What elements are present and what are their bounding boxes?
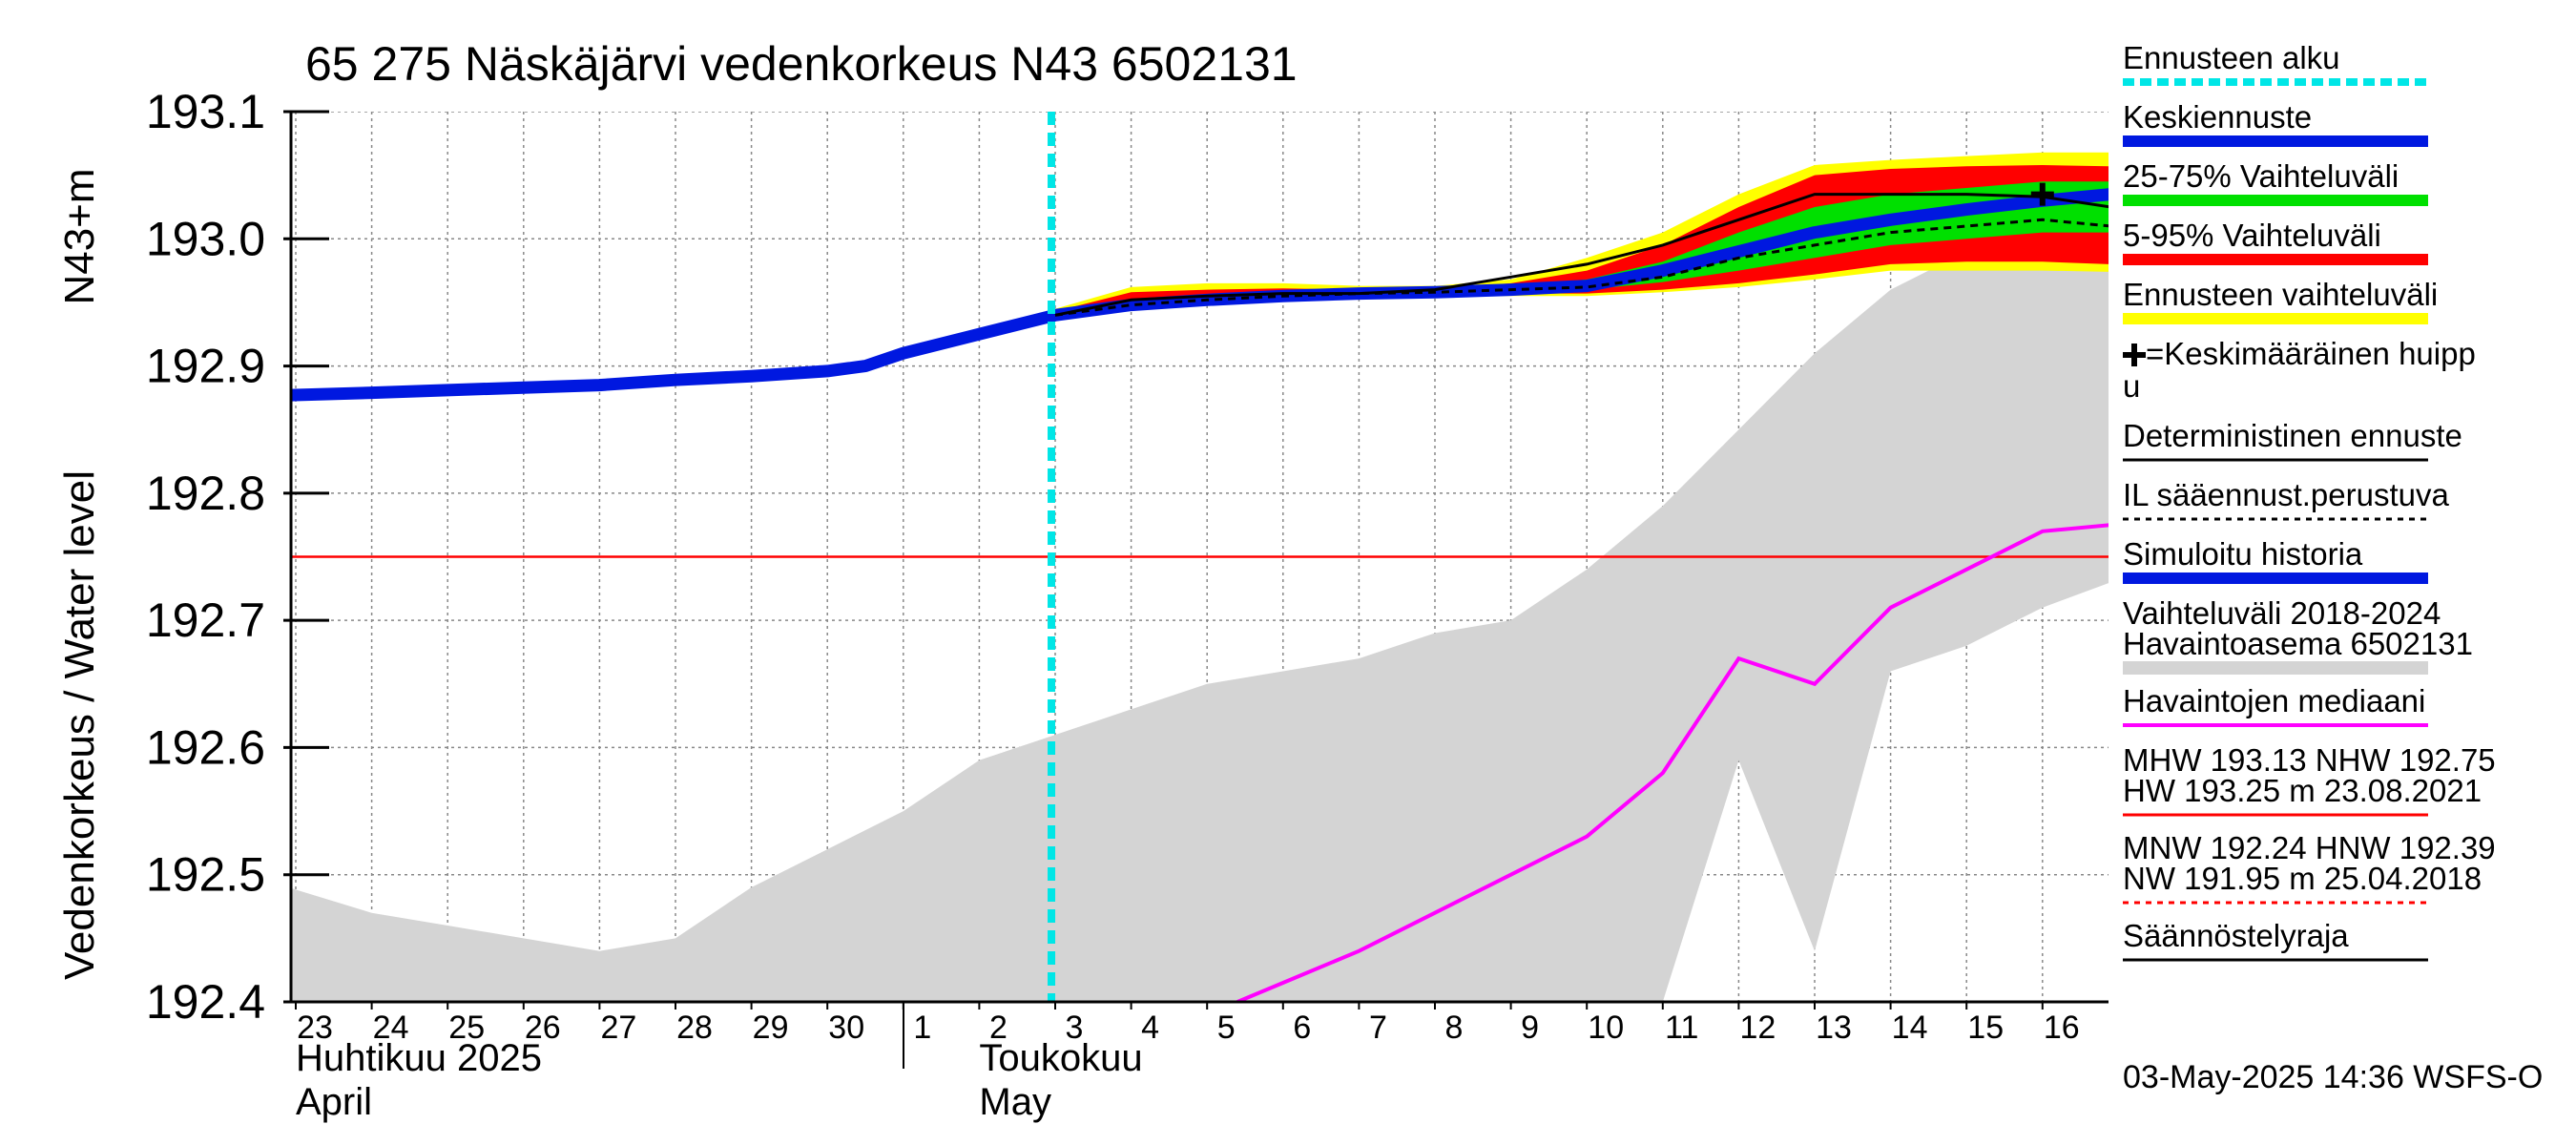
y-tick-label: 192.7 (146, 593, 265, 647)
deterministic-forecast-line (1054, 193, 2109, 317)
legend-label: =Keskimääräinen huipp (2146, 336, 2476, 371)
x-tick-label: 30 (828, 1010, 864, 1046)
x-tick-label: 23 (297, 1010, 333, 1046)
month-label: Toukokuu (979, 1037, 1142, 1079)
legend-label: IL sääennust.perustuva (2123, 477, 2449, 512)
x-ticks: 23 24 25 26 27 28 29 30 1 2 3 4 5 6 7 8 9 10 11 12 13 14 15 16 (295, 1002, 2080, 1069)
x-tick-label: 10 (1588, 1010, 1624, 1046)
chart-title: 65 275 Näskäjärvi vedenkorkeus N43 65021… (305, 37, 1298, 91)
x-tick-label: 27 (600, 1010, 636, 1046)
legend-label: 25-75% Vaihteluväli (2123, 158, 2399, 194)
overlay-layer (1048, 112, 2054, 1002)
legend-label: Deterministinen ennuste (2123, 418, 2462, 453)
y-tick-label: 193.1 (146, 85, 265, 138)
y-tick-label: 192.5 (146, 848, 265, 902)
x-tick-label: 28 (676, 1010, 713, 1046)
mean-peak-marker (2030, 182, 2054, 206)
x-tick-label: 25 (448, 1010, 485, 1046)
month-label: Huhtikuu 2025 (296, 1037, 542, 1079)
footer-timestamp: 03-May-2025 14:36 WSFS-O (2123, 1059, 2543, 1095)
y-tick-label: 192.9 (146, 340, 265, 393)
x-tick-label: 13 (1816, 1010, 1852, 1046)
x-tick-label: 6 (1293, 1010, 1311, 1046)
x-tick-label: 29 (753, 1010, 789, 1046)
legend-label: Vaihteluväli 2018-2024 (2123, 595, 2441, 631)
x-tick-label: 9 (1521, 1010, 1539, 1046)
y-axis-unit: N43+m (56, 168, 103, 304)
series-lines-layer (291, 188, 2109, 1002)
y-tick-label: 192.4 (146, 975, 265, 1029)
x-tick-label: 4 (1141, 1010, 1159, 1046)
legend-label: 5-95% Vaihteluväli (2123, 218, 2381, 253)
y-tick-label: 192.6 (146, 720, 265, 774)
x-tick-label: 16 (2044, 1010, 2080, 1046)
band-25-75 (1055, 181, 2109, 316)
history-range-layer (291, 214, 2109, 1002)
legend-label: HW 193.25 m 23.08.2021 (2123, 773, 2482, 808)
y-tick-label: 193.0 (146, 212, 265, 265)
x-tick-label: 15 (1967, 1010, 2004, 1046)
legend-label: Simuloitu historia (2123, 536, 2363, 572)
x-tick-label: 8 (1445, 1010, 1464, 1046)
x-tick-label: 3 (1066, 1010, 1084, 1046)
legend-label: Havaintoasema 6502131 (2123, 626, 2473, 661)
legend-label: Ennusteen vaihteluväli (2123, 277, 2438, 312)
x-tick-label: 14 (1892, 1010, 1928, 1046)
legend-label: MHW 193.13 NHW 192.75 (2123, 742, 2496, 778)
x-tick-label: 5 (1217, 1010, 1236, 1046)
legend-label: NW 191.95 m 25.04.2018 (2123, 861, 2482, 896)
x-tick-label: 2 (989, 1010, 1008, 1046)
x-tick-label: 1 (913, 1010, 931, 1046)
y-tick-label: 192.8 (146, 467, 265, 520)
legend-label: u (2123, 368, 2140, 404)
y-axis-title: Vedenkorkeus / Water level (56, 470, 103, 980)
x-tick-label: 7 (1369, 1010, 1387, 1046)
x-tick-label: 12 (1739, 1010, 1776, 1046)
median-line (1236, 523, 2109, 1002)
il-forecast-line (1054, 218, 2109, 317)
history-range-area (291, 214, 2109, 1002)
legend-label: Havaintojen mediaani (2123, 683, 2425, 718)
x-tick-label: 11 (1665, 1010, 1698, 1046)
month-label-en: May (979, 1081, 1051, 1123)
legend-label: MNW 192.24 HNW 192.39 (2123, 830, 2496, 865)
legend-label: Säännöstelyraja (2123, 918, 2349, 953)
simulated-history-line (291, 188, 2109, 402)
month-label-en: April (296, 1081, 372, 1123)
legend-label: Ennusteen alku (2123, 40, 2340, 75)
legend-label: Keskiennuste (2123, 99, 2312, 135)
legend-peak-icon (2123, 344, 2146, 366)
legend: Ennusteen alku Keskiennuste 25-75% Vaihtel… (2123, 40, 2496, 962)
plot-area (291, 112, 2109, 1002)
x-tick-label: 26 (525, 1010, 561, 1046)
y-ticks: 192.4 192.5 192.6 192.7 192.8 192.9 193.0 193.1 (146, 85, 329, 1029)
x-tick-label: 24 (373, 1010, 409, 1046)
